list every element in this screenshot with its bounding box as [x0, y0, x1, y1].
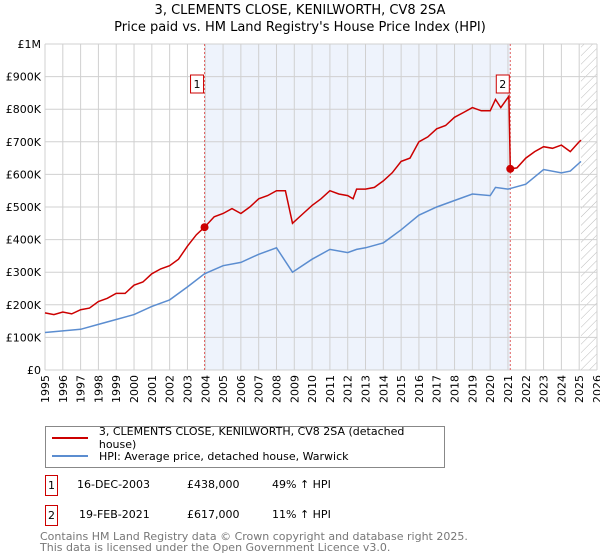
x-tick-label: 2021 [502, 375, 515, 403]
sale-label: 2 [499, 78, 506, 91]
sale-point [200, 223, 209, 232]
x-tick-label: 2018 [449, 375, 462, 403]
y-tick-label: £300K [6, 266, 42, 279]
x-tick-label: 2011 [324, 375, 337, 403]
legend-swatch-red [52, 437, 88, 439]
transaction-date: 19-FEB-2021 [79, 508, 150, 521]
x-tick-label: 2007 [253, 375, 266, 403]
transaction-hpi: 49% ↑ HPI [272, 478, 331, 491]
x-tick-label: 2017 [431, 375, 444, 403]
x-tick-label: 2016 [413, 375, 426, 403]
x-tick-label: 2022 [520, 375, 533, 403]
sale-label-box [495, 74, 510, 94]
x-tick-label: 2024 [555, 375, 568, 403]
price-chart: 1995 1996 1997 1998 1999 2000 2001 2002 2003 2004… [6, 38, 600, 403]
x-tick-label: 1998 [92, 375, 105, 403]
x-tick-label: 2026 [591, 375, 600, 403]
x-tick-label: 2012 [342, 375, 355, 403]
footer-license: This data is licensed under the Open Gov… [40, 541, 391, 554]
x-tick-label: 2001 [146, 375, 159, 403]
y-tick-label: £100K [6, 331, 42, 344]
transaction-row: 2 19-FEB-2021 £617,000 11% ↑ HPI [45, 505, 445, 526]
hpi-series-line [44, 160, 582, 334]
x-tick-label: 2010 [306, 375, 319, 403]
transaction-date: 16-DEC-2003 [77, 478, 151, 491]
chart-title: 3, CLEMENTS CLOSE, KENILWORTH, CV8 2SA [154, 3, 446, 18]
y-tick-label: £400K [6, 234, 42, 247]
x-tick-label: 2000 [128, 375, 141, 403]
x-tick-label: 1996 [57, 375, 70, 403]
y-tick-label: £700K [6, 136, 42, 149]
footer: Contains HM Land Registry data © Crown c… [40, 531, 468, 553]
property-series-line [44, 93, 582, 316]
legend-label: 3, CLEMENTS CLOSE, KENILWORTH, CV8 2SA (… [98, 425, 405, 451]
sale-label-box [190, 74, 205, 94]
y-tick-label: £600K [6, 168, 42, 181]
sale-label: 1 [194, 78, 201, 91]
legend-label: HPI: Average price, detached house, Warw… [99, 449, 349, 463]
legend: 3, CLEMENTS CLOSE, KENILWORTH, CV8 2SA (… [45, 425, 445, 468]
x-tick-label: 2025 [573, 375, 586, 403]
x-tick-label: 2003 [181, 375, 194, 403]
x-tick-label: 2002 [164, 375, 177, 403]
y-tick-label: £200K [6, 299, 42, 312]
footer-copyright: Contains HM Land Registry data © Crown c… [40, 530, 468, 543]
x-tick-label: 2005 [217, 375, 230, 403]
transaction-row: 1 16-DEC-2003 £438,000 49% ↑ HPI [45, 475, 445, 496]
transaction-badge: 2 [45, 505, 58, 526]
chart-subtitle: Price paid vs. HM Land Registry's House … [114, 20, 486, 35]
x-tick-label: 1999 [110, 375, 123, 403]
transaction-price: £438,000 [187, 478, 240, 491]
x-tick-label: 2015 [395, 375, 408, 403]
y-tick-label: £0 [27, 364, 41, 377]
sale-point [506, 164, 515, 173]
transaction-hpi: 11% ↑ HPI [272, 508, 331, 521]
x-tick-label: 2006 [235, 375, 248, 403]
y-tick-label: £900K [6, 71, 42, 84]
transaction-price: £617,000 [187, 508, 240, 521]
y-tick-label: £800K [6, 103, 42, 116]
x-tick-label: 2004 [199, 375, 212, 403]
x-tick-label: 2020 [484, 375, 497, 403]
legend-swatch-blue [52, 455, 88, 457]
x-tick-label: 1995 [39, 375, 52, 403]
legend-item-hpi: HPI: Average price, detached house, Warw… [52, 448, 349, 464]
x-tick-label: 2009 [288, 375, 301, 403]
x-tick-label: 1997 [75, 375, 88, 403]
x-tick-label: 2014 [377, 375, 390, 403]
x-tick-label: 2013 [360, 375, 373, 403]
transaction-badge: 1 [45, 475, 58, 496]
x-tick-label: 2019 [466, 375, 479, 403]
y-tick-label: £1M [18, 38, 42, 51]
x-tick-label: 2008 [270, 375, 283, 403]
x-tick-label: 2023 [538, 375, 551, 403]
legend-item-property: 3, CLEMENTS CLOSE, KENILWORTH, CV8 2SA (… [52, 425, 444, 451]
y-tick-label: £500K [6, 201, 42, 214]
